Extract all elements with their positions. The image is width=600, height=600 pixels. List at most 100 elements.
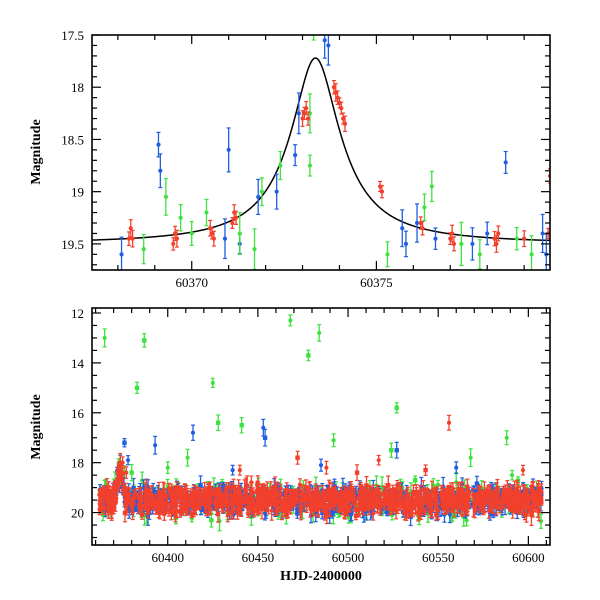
- data-marker: [198, 482, 203, 488]
- data-marker: [304, 106, 309, 111]
- data-marker: [174, 236, 180, 241]
- top-green-point: [237, 211, 242, 255]
- data-marker: [470, 241, 475, 246]
- top-red-point: [448, 232, 453, 246]
- data-marker: [420, 226, 425, 231]
- data-marker: [131, 485, 136, 491]
- top-data-area: [92, 28, 550, 270]
- data-marker: [222, 236, 228, 241]
- top-frame: [91, 34, 551, 271]
- data-marker: [433, 236, 438, 241]
- top-blue-point: [293, 144, 298, 167]
- bottom-green-point: [413, 475, 418, 486]
- data-marker: [252, 247, 257, 252]
- top-red-point: [494, 234, 499, 253]
- data-marker: [326, 43, 331, 48]
- data-marker: [173, 231, 178, 236]
- top-green-point: [514, 226, 519, 251]
- top-green-point: [311, 28, 316, 41]
- top-blue-point: [400, 209, 405, 248]
- top-x-tick-label: 60375: [360, 275, 393, 290]
- top-red-point: [174, 229, 180, 248]
- top-axes: 60370 60375 17.5 18 18.5 19 19.5: [61, 28, 551, 290]
- data-marker: [293, 153, 298, 158]
- data-marker: [429, 184, 434, 189]
- top-blue-point: [470, 227, 475, 261]
- data-marker: [296, 111, 301, 116]
- data-marker: [529, 252, 534, 257]
- data-marker: [414, 220, 420, 226]
- data-marker: [209, 231, 215, 236]
- top-green-point: [429, 170, 434, 203]
- data-marker: [256, 194, 261, 199]
- top-y-tick-label: 18: [71, 80, 84, 95]
- data-marker: [307, 163, 313, 168]
- top-green-point: [163, 178, 168, 216]
- top-blue-point: [322, 35, 327, 59]
- top-green-point: [385, 241, 390, 268]
- top-red-point: [233, 210, 239, 225]
- data-marker: [494, 241, 499, 246]
- microlensing-model-curve: [92, 57, 550, 242]
- data-marker: [448, 236, 453, 241]
- top-blue-point: [433, 227, 438, 250]
- data-marker: [477, 252, 482, 257]
- data-marker: [201, 506, 207, 511]
- data-marker: [384, 509, 390, 515]
- data-marker: [413, 478, 418, 483]
- data-marker: [540, 231, 545, 236]
- data-marker: [211, 236, 216, 241]
- top-red-point: [305, 111, 311, 126]
- data-marker: [128, 226, 133, 231]
- top-green-point: [189, 220, 194, 246]
- data-marker: [295, 507, 300, 512]
- top-blue-point: [226, 127, 231, 173]
- data-marker: [341, 116, 346, 121]
- data-marker: [233, 215, 239, 220]
- data-marker: [305, 116, 311, 121]
- data-marker: [459, 241, 464, 246]
- data-marker: [189, 231, 194, 236]
- bottom-data-area: [97, 314, 544, 532]
- top-green-point: [252, 228, 257, 270]
- data-marker: [490, 512, 496, 517]
- bottom-blue-point: [134, 499, 139, 511]
- top-red-point: [522, 230, 527, 248]
- data-marker: [119, 252, 124, 257]
- top-green-point: [278, 150, 283, 181]
- top-red-point: [450, 224, 455, 243]
- data-marker: [496, 231, 501, 236]
- data-marker: [522, 236, 527, 241]
- top-red-point: [451, 236, 457, 252]
- top-green-point: [204, 198, 209, 227]
- data-marker: [134, 502, 139, 508]
- data-marker: [422, 205, 427, 210]
- data-marker: [479, 486, 484, 492]
- data-marker: [339, 106, 344, 111]
- top-x-tick-label: 60370: [175, 275, 208, 290]
- top-blue-point: [485, 221, 490, 246]
- data-marker: [400, 226, 405, 231]
- data-marker: [226, 147, 231, 152]
- top-blue-point: [403, 230, 409, 258]
- data-marker: [178, 215, 183, 220]
- data-marker: [379, 189, 385, 194]
- data-marker: [158, 168, 163, 173]
- data-marker: [312, 28, 316, 32]
- top-green-point: [477, 239, 482, 270]
- data-marker: [171, 241, 176, 246]
- top-green-point: [141, 233, 146, 265]
- data-marker: [209, 518, 214, 523]
- top-blue-point: [274, 173, 279, 210]
- top-red-point: [496, 225, 501, 242]
- data-marker: [237, 231, 242, 236]
- data-marker: [403, 241, 409, 246]
- data-marker: [331, 85, 337, 90]
- top-blue-point: [503, 150, 508, 174]
- data-marker: [474, 481, 480, 486]
- data-marker: [485, 231, 490, 236]
- top-green-point: [459, 221, 464, 267]
- data-marker: [126, 236, 132, 241]
- top-red-point: [342, 115, 348, 133]
